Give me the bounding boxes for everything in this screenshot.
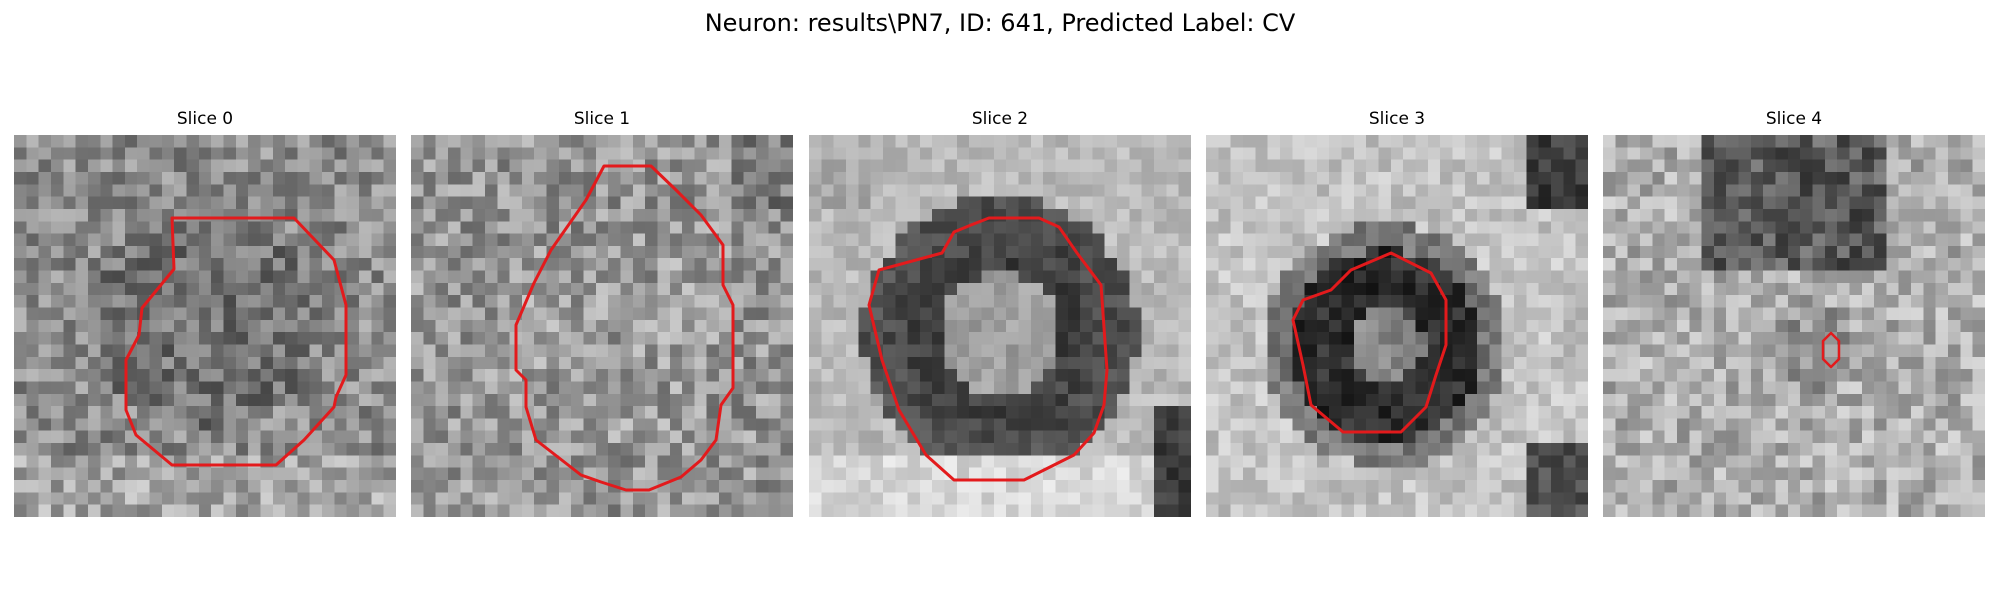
slice-1-title: Slice 1 [573,109,631,129]
slice-3-image [1206,135,1588,517]
figure-title: Neuron: results\PN7, ID: 641, Predicted … [704,9,1296,37]
slice-4-title: Slice 4 [1765,109,1823,129]
slice-0-image [14,135,396,517]
slice-1-image [411,135,793,517]
slice-0-title: Slice 0 [176,109,234,129]
slice-4-image [1603,135,1985,517]
slice-3-title: Slice 3 [1368,109,1426,129]
slice-2-image [809,135,1191,517]
slice-2-title: Slice 2 [971,109,1029,129]
